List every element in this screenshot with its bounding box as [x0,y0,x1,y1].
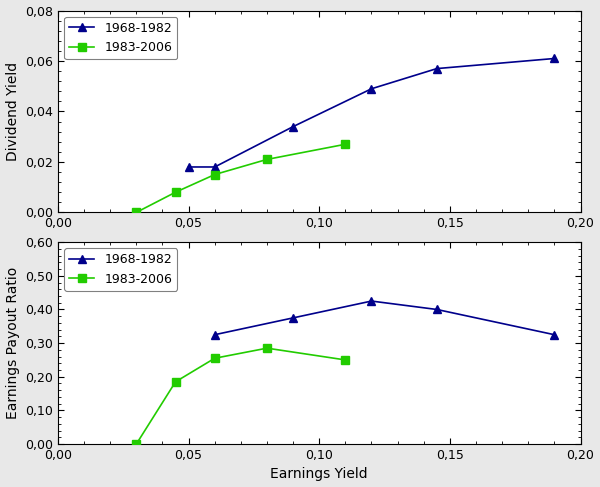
Line: 1968-1982: 1968-1982 [211,297,559,339]
1983-2006 [263,345,271,351]
1983-2006 [133,209,140,215]
Legend: 1968-1982, 1983-2006: 1968-1982, 1983-2006 [64,17,177,59]
1983-2006 [342,141,349,147]
1968-1982 [211,332,218,337]
1983-2006 [133,441,140,447]
Line: 1983-2006: 1983-2006 [132,344,350,448]
1968-1982 [290,124,297,130]
1968-1982 [368,86,375,92]
1968-1982 [551,56,558,61]
Line: 1968-1982: 1968-1982 [184,55,559,171]
1983-2006 [172,189,179,195]
1983-2006 [342,357,349,363]
Y-axis label: Earnings Payout Ratio: Earnings Payout Ratio [5,267,20,419]
Line: 1983-2006: 1983-2006 [132,140,350,217]
1968-1982 [185,164,192,170]
1968-1982 [433,306,440,312]
1983-2006 [211,356,218,361]
1983-2006 [211,171,218,177]
1968-1982 [433,66,440,72]
1968-1982 [211,164,218,170]
1983-2006 [263,156,271,162]
X-axis label: Earnings Yield: Earnings Yield [271,468,368,482]
1968-1982 [551,332,558,337]
Legend: 1968-1982, 1983-2006: 1968-1982, 1983-2006 [64,248,177,291]
1968-1982 [368,298,375,304]
Y-axis label: Dividend Yield: Dividend Yield [5,62,20,161]
1968-1982 [290,315,297,321]
1983-2006 [172,379,179,385]
